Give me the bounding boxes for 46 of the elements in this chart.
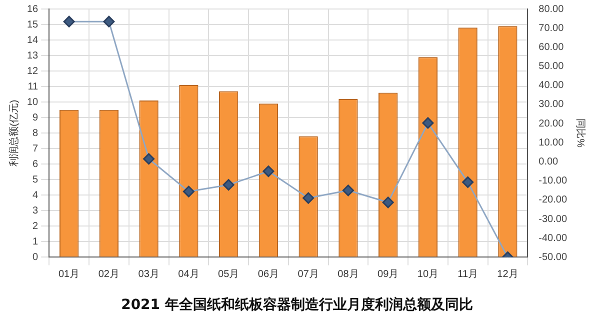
y-tick-label: 4 <box>32 190 39 201</box>
y2-tick-label: 0.00 <box>538 156 559 168</box>
x-tick-label: 04月 <box>178 268 200 280</box>
y-tick-label: 15 <box>27 19 39 30</box>
y-tick-label: 9 <box>32 112 39 124</box>
y2-tick-label: 50.00 <box>538 61 564 72</box>
x-tick-label: 06月 <box>258 268 280 280</box>
x-tick-label: 10月 <box>417 268 439 280</box>
y2-tick-label: 80.00 <box>538 4 564 15</box>
y-tick-label: 14 <box>27 34 39 46</box>
y-tick-label: 11 <box>28 81 39 92</box>
text: 2021 年全国纸和纸板容器制造行业月度利润总额及同比 <box>121 296 473 314</box>
y-tick-label: 12 <box>27 66 39 77</box>
y2-tick-label: 10.00 <box>538 137 564 148</box>
y2-tick-label: 20.00 <box>538 118 564 130</box>
x-tick-label: 03月 <box>138 268 160 280</box>
x-tick-label: 08月 <box>338 268 359 280</box>
x-tick-label: 07月 <box>298 268 319 280</box>
y-axis-title: 利润总额(亿元) <box>8 100 20 166</box>
y-tick-label: 5 <box>32 174 39 186</box>
y-tick-label: 3 <box>32 205 39 216</box>
y-tick-label: 1 <box>32 236 39 248</box>
y2-axis-title: 同比% <box>574 118 586 148</box>
y-tick-label: 2 <box>32 220 39 232</box>
y-tick-label: 13 <box>27 50 39 62</box>
x-tick-label: 05月 <box>218 268 240 280</box>
y2-tick-label: -50.00 <box>538 252 568 263</box>
x-tick-label: 02月 <box>98 268 120 280</box>
y2-tick-label: 70.00 <box>538 22 564 34</box>
y2-tick-label: 30.00 <box>538 99 564 110</box>
x-tick-label: 01月 <box>58 268 80 280</box>
y2-tick-label: -30.00 <box>538 214 568 225</box>
y-tick-label: 16 <box>27 4 39 15</box>
y2-tick-label: -40.00 <box>538 232 568 244</box>
y-tick-label: 8 <box>32 128 39 139</box>
y-tick-label: 7 <box>32 143 39 154</box>
y2-tick-label: -20.00 <box>538 194 568 206</box>
x-tick-label: 09月 <box>378 268 399 280</box>
y-tick-label: 10 <box>27 96 39 108</box>
x-tick-label: 12月 <box>497 268 518 280</box>
y2-tick-label: 60.00 <box>538 42 564 53</box>
x-tick-label: 11月 <box>458 268 478 280</box>
y2-tick-label: -10.00 <box>538 176 568 187</box>
y-tick-label: 6 <box>32 158 39 170</box>
y-tick-label: 0 <box>32 252 39 263</box>
y2-tick-label: 40.00 <box>538 80 564 92</box>
